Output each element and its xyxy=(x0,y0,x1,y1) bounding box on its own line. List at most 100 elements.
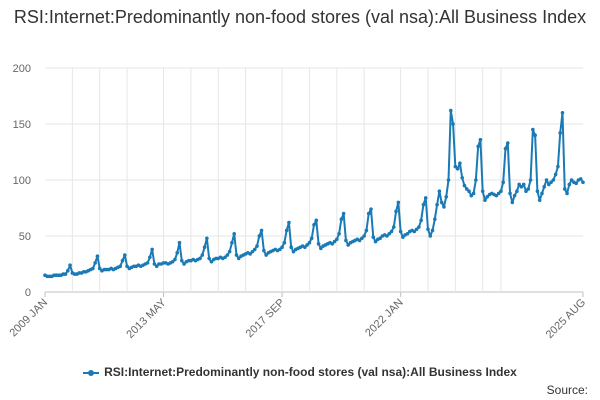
data-point[interactable] xyxy=(469,193,474,198)
data-point[interactable] xyxy=(419,218,423,223)
data-point[interactable] xyxy=(480,189,485,193)
data-point[interactable] xyxy=(549,180,553,185)
data-point[interactable] xyxy=(173,257,177,262)
data-point[interactable] xyxy=(471,191,476,196)
data-point[interactable] xyxy=(464,187,469,191)
data-point[interactable] xyxy=(556,164,560,169)
data-point[interactable] xyxy=(307,240,312,245)
data-point[interactable] xyxy=(553,172,558,177)
data-point[interactable] xyxy=(423,196,428,200)
data-point[interactable] xyxy=(148,255,152,260)
data-point[interactable] xyxy=(533,133,537,137)
data-point[interactable] xyxy=(512,193,517,198)
data-point[interactable] xyxy=(330,242,335,246)
data-point[interactable] xyxy=(430,228,435,233)
data-point[interactable] xyxy=(462,183,467,188)
data-point[interactable] xyxy=(202,245,207,249)
data-point[interactable] xyxy=(305,243,309,247)
data-point[interactable] xyxy=(122,253,127,257)
data-point[interactable] xyxy=(287,220,291,225)
data-point[interactable] xyxy=(515,189,519,193)
data-point[interactable] xyxy=(428,234,433,238)
data-point[interactable] xyxy=(332,239,337,244)
data-point[interactable] xyxy=(496,191,501,196)
data-point[interactable] xyxy=(567,182,572,187)
data-point[interactable] xyxy=(248,252,252,256)
data-point[interactable] xyxy=(236,256,241,261)
data-point[interactable] xyxy=(569,178,574,182)
data-point[interactable] xyxy=(259,228,264,233)
data-point[interactable] xyxy=(366,211,371,216)
data-point[interactable] xyxy=(232,231,237,236)
data-point[interactable] xyxy=(558,131,562,135)
data-point[interactable] xyxy=(485,195,490,199)
data-point[interactable] xyxy=(503,146,508,151)
data-point[interactable] xyxy=(177,240,182,245)
data-point[interactable] xyxy=(524,189,528,193)
data-point[interactable] xyxy=(346,243,350,247)
data-point[interactable] xyxy=(284,228,289,233)
data-point[interactable] xyxy=(125,264,129,269)
data-point[interactable] xyxy=(387,231,392,236)
data-point[interactable] xyxy=(175,251,180,255)
data-point[interactable] xyxy=(444,195,449,199)
data-point[interactable] xyxy=(339,217,344,221)
data-point[interactable] xyxy=(360,236,364,241)
data-point[interactable] xyxy=(319,246,323,251)
data-point[interactable] xyxy=(385,234,389,238)
data-point[interactable] xyxy=(467,189,471,193)
data-point[interactable] xyxy=(544,178,549,182)
data-point[interactable] xyxy=(182,262,186,266)
data-point[interactable] xyxy=(442,205,446,209)
data-point[interactable] xyxy=(446,178,451,182)
data-point[interactable] xyxy=(574,181,578,186)
data-point[interactable] xyxy=(91,266,95,271)
data-point[interactable] xyxy=(262,248,266,253)
data-point[interactable] xyxy=(207,256,211,261)
data-point[interactable] xyxy=(433,217,437,221)
data-point[interactable] xyxy=(120,258,125,263)
data-point[interactable] xyxy=(483,198,487,202)
data-point[interactable] xyxy=(252,247,257,252)
data-point[interactable] xyxy=(154,264,159,269)
data-point[interactable] xyxy=(565,191,569,196)
data-point[interactable] xyxy=(264,253,268,257)
data-point[interactable] xyxy=(478,137,483,142)
data-point[interactable] xyxy=(389,229,394,234)
data-point[interactable] xyxy=(455,167,460,171)
data-point[interactable] xyxy=(316,242,321,246)
data-point[interactable] xyxy=(200,253,205,257)
data-point[interactable] xyxy=(179,258,184,263)
data-point[interactable] xyxy=(460,175,464,180)
data-point[interactable] xyxy=(257,234,262,238)
data-point[interactable] xyxy=(344,238,348,243)
data-point[interactable] xyxy=(170,259,175,264)
data-point[interactable] xyxy=(337,231,341,236)
data-point[interactable] xyxy=(537,198,542,202)
data-point[interactable] xyxy=(373,239,378,244)
data-point[interactable] xyxy=(421,202,426,207)
data-point[interactable] xyxy=(150,247,154,252)
data-point[interactable] xyxy=(371,235,376,239)
data-point[interactable] xyxy=(230,240,234,245)
data-point[interactable] xyxy=(152,262,157,266)
data-point[interactable] xyxy=(309,236,314,241)
data-point[interactable] xyxy=(357,238,362,243)
data-point[interactable] xyxy=(494,193,499,198)
data-point[interactable] xyxy=(526,187,531,191)
data-point[interactable] xyxy=(562,187,567,191)
data-point[interactable] xyxy=(198,256,202,261)
data-point[interactable] xyxy=(234,253,239,257)
data-point[interactable] xyxy=(578,177,583,181)
data-point[interactable] xyxy=(97,266,102,271)
data-point[interactable] xyxy=(250,249,255,254)
data-point[interactable] xyxy=(517,182,521,187)
data-point[interactable] xyxy=(303,245,307,249)
data-point[interactable] xyxy=(364,228,369,233)
data-point[interactable] xyxy=(414,227,419,232)
data-point[interactable] xyxy=(335,237,339,242)
data-point[interactable] xyxy=(312,223,316,227)
data-point[interactable] xyxy=(314,218,319,223)
data-point[interactable] xyxy=(417,225,421,229)
data-point[interactable] xyxy=(227,249,232,254)
